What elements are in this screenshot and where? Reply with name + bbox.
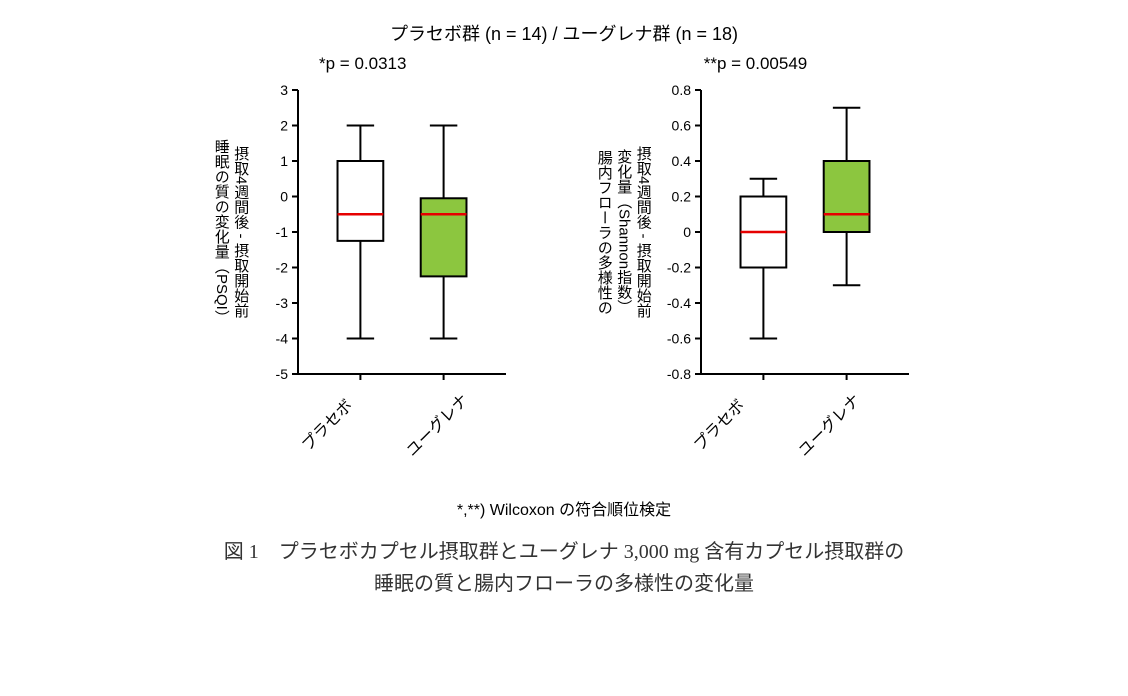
left-panel: *p = 0.0313 睡眠の質の変化量（PSQI） 摂取4週間後 - 摂取開始… (211, 54, 514, 436)
right-xlabel-1: プラセボ (687, 393, 749, 455)
svg-text:0: 0 (280, 189, 288, 205)
svg-text:0.2: 0.2 (671, 189, 691, 205)
figure-container: プラセボ群 (n = 14) / ユーグレナ群 (n = 18) *p = 0.… (20, 20, 1108, 600)
left-xlabels: プラセボ ユーグレナ (275, 388, 495, 436)
left-ylabel-1: 睡眠の質の変化量（PSQI） (211, 139, 231, 325)
right-ylabel-3: 摂取4週間後 - 摂取開始前 (633, 146, 653, 318)
right-ylabel-1: 腸内フローラの多様性の (594, 150, 614, 315)
right-pvalue: **p = 0.00549 (704, 54, 808, 74)
svg-text:-4: -4 (276, 331, 289, 347)
svg-text:1: 1 (280, 153, 288, 169)
svg-text:0.8: 0.8 (671, 82, 691, 98)
svg-text:-0.4: -0.4 (667, 295, 691, 311)
footnote-text: *,**) Wilcoxon の符合順位検定 (20, 496, 1108, 520)
caption-line-2: 睡眠の質と腸内フローラの多様性の変化量 (374, 573, 754, 595)
left-xlabel-1: プラセボ (295, 393, 357, 455)
top-title: プラセボ群 (n = 14) / ユーグレナ群 (n = 18) (20, 20, 1108, 46)
right-xlabel-2: ユーグレナ (792, 387, 866, 461)
left-pvalue: *p = 0.0313 (319, 54, 406, 74)
svg-text:-0.6: -0.6 (667, 331, 691, 347)
right-plot-row: 腸内フローラの多様性の 変化量（Shannon指数） 摂取4週間後 - 摂取開始… (594, 82, 917, 382)
right-ylabel-2: 変化量（Shannon指数） (614, 149, 634, 314)
left-ylabel-2: 摂取4週間後 - 摂取開始前 (231, 146, 251, 318)
right-boxplot: -0.8 -0.6 -0.4 -0.2 0 0.2 0.4 0.6 0.8 (657, 82, 917, 382)
panels-row: *p = 0.0313 睡眠の質の変化量（PSQI） 摂取4週間後 - 摂取開始… (20, 54, 1108, 436)
left-boxplot: -5 -4 -3 -2 -1 0 1 2 3 (254, 82, 514, 382)
caption-line-1: 図 1 プラセボカプセル摂取群とユーグレナ 3,000 mg 含有カプセル摂取群… (224, 541, 905, 563)
svg-text:-1: -1 (276, 224, 289, 240)
left-xlabel-2: ユーグレナ (399, 387, 473, 461)
svg-text:3: 3 (280, 82, 288, 98)
svg-text:0.4: 0.4 (671, 153, 691, 169)
left-plot-row: 睡眠の質の変化量（PSQI） 摂取4週間後 - 摂取開始前 -5 -4 -3 -2 -1… (211, 82, 514, 382)
svg-text:-2: -2 (276, 260, 289, 276)
svg-text:2: 2 (280, 118, 288, 134)
right-ylabel-group: 腸内フローラの多様性の 変化量（Shannon指数） 摂取4週間後 - 摂取開始… (594, 146, 653, 318)
svg-text:-0.8: -0.8 (667, 366, 691, 382)
right-panel: **p = 0.00549 腸内フローラの多様性の 変化量（Shannon指数）… (594, 54, 917, 436)
right-xlabels: プラセボ ユーグレナ (668, 388, 888, 436)
left-ylabel-group: 睡眠の質の変化量（PSQI） 摂取4週間後 - 摂取開始前 (211, 139, 250, 325)
svg-text:0.6: 0.6 (671, 118, 691, 134)
svg-text:0: 0 (683, 224, 691, 240)
svg-text:-5: -5 (276, 366, 289, 382)
caption: 図 1 プラセボカプセル摂取群とユーグレナ 3,000 mg 含有カプセル摂取群… (20, 536, 1108, 600)
svg-text:-3: -3 (276, 295, 289, 311)
svg-text:-0.2: -0.2 (667, 260, 691, 276)
